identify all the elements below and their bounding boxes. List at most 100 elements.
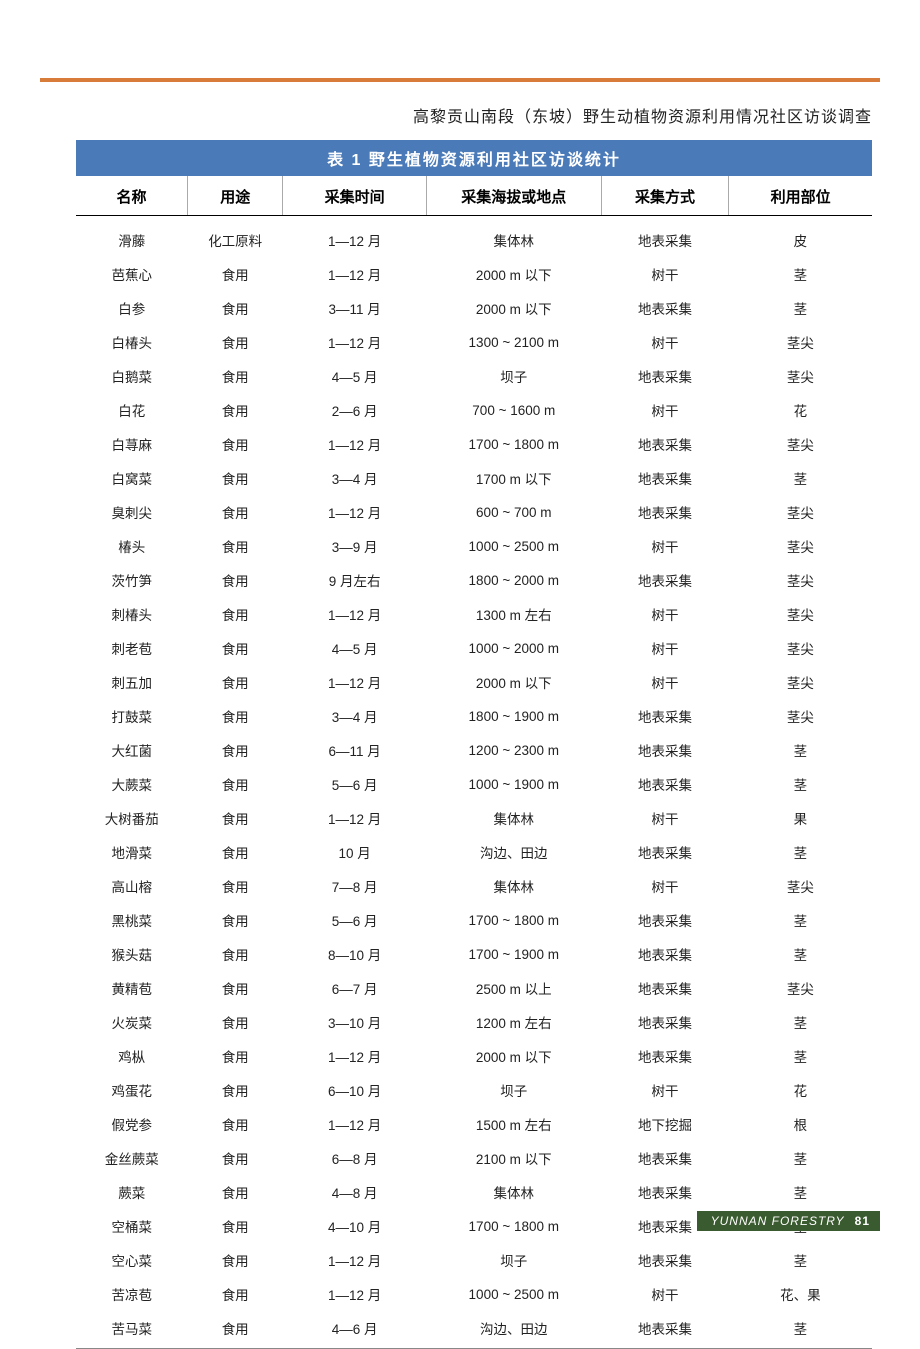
table-cell: 4—5 月 bbox=[283, 631, 426, 665]
table-row: 打鼓菜食用3—4 月1800 ~ 1900 m地表采集茎尖 bbox=[76, 699, 872, 733]
table-header-cell: 采集海拔或地点 bbox=[426, 176, 601, 216]
page-header: 高黎贡山南段（东坡）野生动植物资源利用情况社区访谈调查 bbox=[413, 103, 872, 127]
table-cell: 坝子 bbox=[426, 1243, 601, 1277]
table-cell: 1000 ~ 1900 m bbox=[426, 767, 601, 801]
table-cell: 3—4 月 bbox=[283, 699, 426, 733]
table-cell: 地滑菜 bbox=[76, 835, 187, 869]
table-cell: 坝子 bbox=[426, 359, 601, 393]
table-cell: 树干 bbox=[601, 665, 728, 699]
table-cell: 茎 bbox=[729, 1175, 872, 1209]
table-cell: 树干 bbox=[601, 597, 728, 631]
table-cell: 食用 bbox=[187, 971, 283, 1005]
table-cell: 茎尖 bbox=[729, 699, 872, 733]
table-cell: 1—12 月 bbox=[283, 1107, 426, 1141]
table-cell: 6—11 月 bbox=[283, 733, 426, 767]
table-cell: 1—12 月 bbox=[283, 801, 426, 835]
table-cell: 茎 bbox=[729, 767, 872, 801]
table-cell: 黄精苞 bbox=[76, 971, 187, 1005]
table-cell: 2000 m 以下 bbox=[426, 1039, 601, 1073]
table-header-cell: 采集方式 bbox=[601, 176, 728, 216]
table-cell: 高山榕 bbox=[76, 869, 187, 903]
table-cell: 3—10 月 bbox=[283, 1005, 426, 1039]
table-cell: 茎 bbox=[729, 1311, 872, 1349]
table-cell: 食用 bbox=[187, 937, 283, 971]
table-row: 高山榕食用7—8 月集体林树干茎尖 bbox=[76, 869, 872, 903]
table-cell: 大红菌 bbox=[76, 733, 187, 767]
table-cell: 树干 bbox=[601, 801, 728, 835]
table-cell: 白参 bbox=[76, 291, 187, 325]
table-row: 鸡蛋花食用6—10 月坝子树干花 bbox=[76, 1073, 872, 1107]
table-cell: 地表采集 bbox=[601, 291, 728, 325]
table-cell: 食用 bbox=[187, 801, 283, 835]
table-cell: 茨竹笋 bbox=[76, 563, 187, 597]
table-cell: 茎 bbox=[729, 1141, 872, 1175]
table-cell: 5—6 月 bbox=[283, 903, 426, 937]
table-cell: 地表采集 bbox=[601, 563, 728, 597]
table-row: 刺椿头食用1—12 月1300 m 左右树干茎尖 bbox=[76, 597, 872, 631]
table-cell: 鸡蛋花 bbox=[76, 1073, 187, 1107]
table-cell: 地表采集 bbox=[601, 1141, 728, 1175]
table-cell: 鸡枞 bbox=[76, 1039, 187, 1073]
table-cell: 地表采集 bbox=[601, 1005, 728, 1039]
table-cell: 白鹅菜 bbox=[76, 359, 187, 393]
table-cell: 茎 bbox=[729, 257, 872, 291]
table-cell: 蕨菜 bbox=[76, 1175, 187, 1209]
table-cell: 食用 bbox=[187, 529, 283, 563]
table-cell: 食用 bbox=[187, 665, 283, 699]
table-cell: 6—8 月 bbox=[283, 1141, 426, 1175]
table-cell: 茎尖 bbox=[729, 563, 872, 597]
table-cell: 茎 bbox=[729, 1005, 872, 1039]
table-cell: 树干 bbox=[601, 869, 728, 903]
table-cell: 食用 bbox=[187, 597, 283, 631]
table-cell: 食用 bbox=[187, 427, 283, 461]
table-cell: 刺五加 bbox=[76, 665, 187, 699]
table-cell: 1—12 月 bbox=[283, 257, 426, 291]
table-cell: 茎尖 bbox=[729, 427, 872, 461]
table-row: 黄精苞食用6—7 月2500 m 以上地表采集茎尖 bbox=[76, 971, 872, 1005]
table-cell: 地表采集 bbox=[601, 359, 728, 393]
table-row: 滑藤化工原料1—12 月集体林地表采集皮 bbox=[76, 216, 872, 258]
table-cell: 茎尖 bbox=[729, 631, 872, 665]
table-cell: 地表采集 bbox=[601, 1311, 728, 1349]
table-cell: 2—6 月 bbox=[283, 393, 426, 427]
table-cell: 地表采集 bbox=[601, 767, 728, 801]
table-cell: 火炭菜 bbox=[76, 1005, 187, 1039]
table-cell: 臭刺尖 bbox=[76, 495, 187, 529]
table-cell: 4—8 月 bbox=[283, 1175, 426, 1209]
table-row: 白椿头食用1—12 月1300 ~ 2100 m树干茎尖 bbox=[76, 325, 872, 359]
table-row: 臭刺尖食用1—12 月600 ~ 700 m地表采集茎尖 bbox=[76, 495, 872, 529]
table-cell: 树干 bbox=[601, 529, 728, 563]
table-cell: 食用 bbox=[187, 1243, 283, 1277]
table-cell: 食用 bbox=[187, 1107, 283, 1141]
table-cell: 食用 bbox=[187, 461, 283, 495]
table-cell: 茎尖 bbox=[729, 665, 872, 699]
table-cell: 9 月左右 bbox=[283, 563, 426, 597]
table-cell: 4—6 月 bbox=[283, 1311, 426, 1349]
table-cell: 茎 bbox=[729, 1243, 872, 1277]
table-cell: 沟边、田边 bbox=[426, 1311, 601, 1349]
table-cell: 700 ~ 1600 m bbox=[426, 393, 601, 427]
table-cell: 地下挖掘 bbox=[601, 1107, 728, 1141]
table-cell: 7—8 月 bbox=[283, 869, 426, 903]
table-cell: 白椿头 bbox=[76, 325, 187, 359]
table-cell: 茎尖 bbox=[729, 597, 872, 631]
table-row: 大红菌食用6—11 月1200 ~ 2300 m地表采集茎 bbox=[76, 733, 872, 767]
table-cell: 1—12 月 bbox=[283, 427, 426, 461]
table-cell: 滑藤 bbox=[76, 216, 187, 258]
table-cell: 1000 ~ 2500 m bbox=[426, 1277, 601, 1311]
table-cell: 地表采集 bbox=[601, 699, 728, 733]
table-cell: 1200 ~ 2300 m bbox=[426, 733, 601, 767]
footer-page-number: 81 bbox=[855, 1214, 870, 1228]
table-cell: 地表采集 bbox=[601, 1039, 728, 1073]
table-cell: 茎 bbox=[729, 1039, 872, 1073]
table-cell: 茎尖 bbox=[729, 971, 872, 1005]
table-cell: 1700 ~ 1900 m bbox=[426, 937, 601, 971]
table-cell: 茎 bbox=[729, 291, 872, 325]
table-body: 滑藤化工原料1—12 月集体林地表采集皮芭蕉心食用1—12 月2000 m 以下… bbox=[76, 216, 872, 1349]
table-row: 蕨菜食用4—8 月集体林地表采集茎 bbox=[76, 1175, 872, 1209]
table-cell: 600 ~ 700 m bbox=[426, 495, 601, 529]
table-cell: 3—9 月 bbox=[283, 529, 426, 563]
table-cell: 芭蕉心 bbox=[76, 257, 187, 291]
table-cell: 食用 bbox=[187, 699, 283, 733]
table-cell: 果 bbox=[729, 801, 872, 835]
